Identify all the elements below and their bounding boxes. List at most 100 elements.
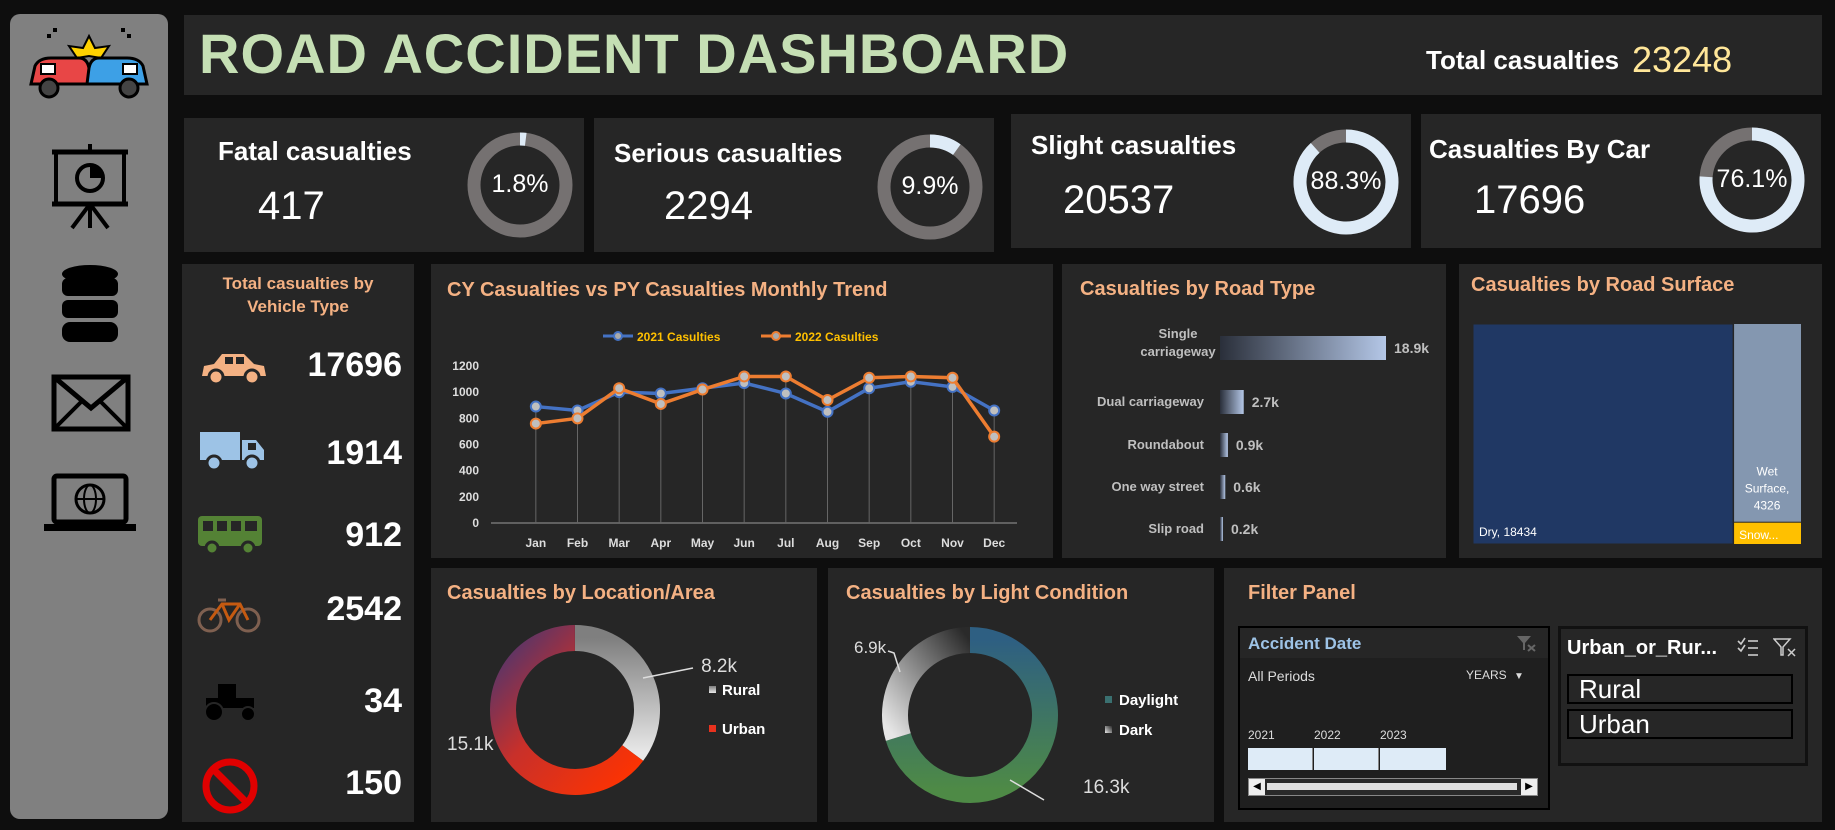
legend-swatch (1105, 696, 1112, 703)
legend-label: 2022 Casulties (795, 330, 879, 344)
no-entry-icon (202, 758, 258, 814)
road-type-panel: Casualties by Road Type Single carriagewa… (1062, 264, 1446, 558)
x-tick-label: Mar (608, 536, 630, 550)
vehicle-type-panel: Total casualties by Vehicle Type 17696 1… (182, 264, 414, 822)
data-label: 0.9k (1236, 437, 1263, 453)
slicer-option-urban[interactable]: Urban (1567, 709, 1793, 739)
ring-fill (1699, 127, 1805, 233)
chevron-down-icon: ▼ (1514, 671, 1524, 682)
leader-line (642, 667, 694, 679)
timeline-scrollbar[interactable]: ◀ ▶ (1248, 778, 1538, 796)
time-level-label: YEARS (1466, 668, 1507, 682)
kpi-slight: Slight casualties 20537 88.3% (1011, 114, 1411, 248)
road-type-title: Casualties by Road Type (1080, 278, 1316, 300)
truck-icon (200, 432, 264, 472)
road-surface-chart: Dry, 18434 Wet Surface, 4326 Snow... (1472, 323, 1801, 545)
category-label: Dual carriageway (1097, 394, 1205, 409)
database-icon (62, 265, 118, 342)
category-label: carriageway (1140, 344, 1216, 359)
data-point (529, 400, 542, 413)
bus-icon (198, 516, 262, 556)
legend-label: Rural (722, 682, 760, 699)
accident-date-slicer[interactable]: Accident Date All Periods YEARS ▼ 2021 2… (1238, 626, 1550, 810)
slice-label: 15.1k (447, 734, 494, 755)
kpi-value: 17696 (1474, 178, 1586, 222)
data-point (738, 370, 751, 383)
data-point (529, 417, 542, 430)
data-point (779, 370, 792, 383)
vehicle-panel-title-line1: Total casualties by (222, 274, 374, 293)
car-icon (202, 354, 266, 386)
category-label: One way street (1112, 479, 1205, 494)
scroll-thumb[interactable] (1267, 783, 1517, 790)
presentation-icon (52, 144, 128, 230)
sidebar (10, 14, 168, 819)
slice-label: 6.9k (854, 638, 887, 657)
x-tick-label: Dec (983, 536, 1005, 550)
timeline-bar-2022[interactable] (1314, 748, 1379, 770)
legend-label: Dark (1119, 722, 1153, 739)
kpi-percent: 1.8% (491, 170, 549, 198)
light-condition-title: Casualties by Light Condition (846, 582, 1129, 604)
treemap-label: Surface, (1745, 482, 1790, 496)
header-bar: ROAD ACCIDENT DASHBOARD Total casualties… (184, 15, 1822, 95)
year-label: 2023 (1380, 728, 1407, 742)
data-point (696, 383, 709, 396)
multi-select-icon[interactable] (1737, 637, 1759, 657)
bar (1220, 517, 1223, 541)
data-point (863, 371, 876, 384)
data-point (988, 430, 1001, 443)
data-point (654, 387, 667, 400)
kpi-percent: 88.3% (1310, 167, 1382, 195)
legend-label: Urban (722, 721, 765, 738)
total-casualties-value: 23248 (1632, 39, 1733, 80)
vehicle-value: 1914 (326, 434, 402, 472)
urban-rural-slicer[interactable]: Urban_or_Rur... Rural Urban (1558, 626, 1808, 766)
data-point (821, 394, 834, 407)
vehicle-value: 17696 (307, 346, 402, 384)
y-tick-label: 1000 (452, 385, 479, 399)
data-point (571, 412, 584, 425)
date-slicer-title: Accident Date (1248, 634, 1362, 653)
y-tick-label: 800 (459, 411, 479, 425)
legend-swatch (1105, 726, 1112, 733)
category-label: Roundabout (1127, 437, 1204, 452)
data-label: 0.2k (1231, 521, 1258, 537)
data-point (779, 387, 792, 400)
location-area-title: Casualties by Location/Area (447, 582, 715, 604)
x-tick-label: Aug (816, 536, 839, 550)
kpi-ring (467, 132, 573, 238)
data-label: 18.9k (1394, 340, 1429, 356)
clear-filter-icon[interactable] (1516, 634, 1536, 652)
kpi-value: 417 (258, 184, 325, 228)
slice-dark (882, 627, 971, 741)
bar (1220, 390, 1244, 414)
treemap-cell-dry (1472, 323, 1734, 545)
light-condition-panel: Casualties by Light Condition 16.3k 6.9k D… (828, 568, 1214, 822)
location-area-chart: 8.2k 15.1k Rural Urban (447, 625, 765, 795)
slice-label: 16.3k (1083, 777, 1130, 798)
timeline-bar-2023[interactable] (1380, 748, 1446, 770)
slice-daylight (885, 627, 1058, 803)
scroll-left-icon[interactable]: ◀ (1249, 779, 1265, 795)
treemap-label: Wet (1756, 465, 1778, 479)
mail-icon (51, 374, 131, 432)
filter-panel-title: Filter Panel (1248, 582, 1356, 604)
timeline-bar-2021[interactable] (1248, 748, 1313, 770)
legend-label: Daylight (1119, 692, 1178, 709)
legend-swatch (709, 686, 716, 693)
slice-urban (490, 625, 644, 795)
data-point (821, 405, 834, 418)
clear-filter-icon[interactable] (1773, 637, 1797, 657)
data-point (863, 382, 876, 395)
light-condition-chart: 16.3k 6.9k Daylight Dark (854, 627, 1178, 803)
scroll-right-icon[interactable]: ▶ (1521, 779, 1537, 795)
slicer-option-rural[interactable]: Rural (1567, 674, 1793, 704)
kpi-label: Casualties By Car (1429, 134, 1651, 164)
total-casualties-label: Total casualties (1426, 45, 1620, 75)
time-level-dropdown[interactable]: YEARS ▼ (1466, 668, 1524, 682)
y-tick-label: 0 (472, 516, 479, 530)
kpi-value: 20537 (1063, 178, 1175, 222)
data-label: 2.7k (1252, 394, 1279, 410)
kpi-serious: Serious casualties 2294 9.9% (594, 118, 994, 252)
